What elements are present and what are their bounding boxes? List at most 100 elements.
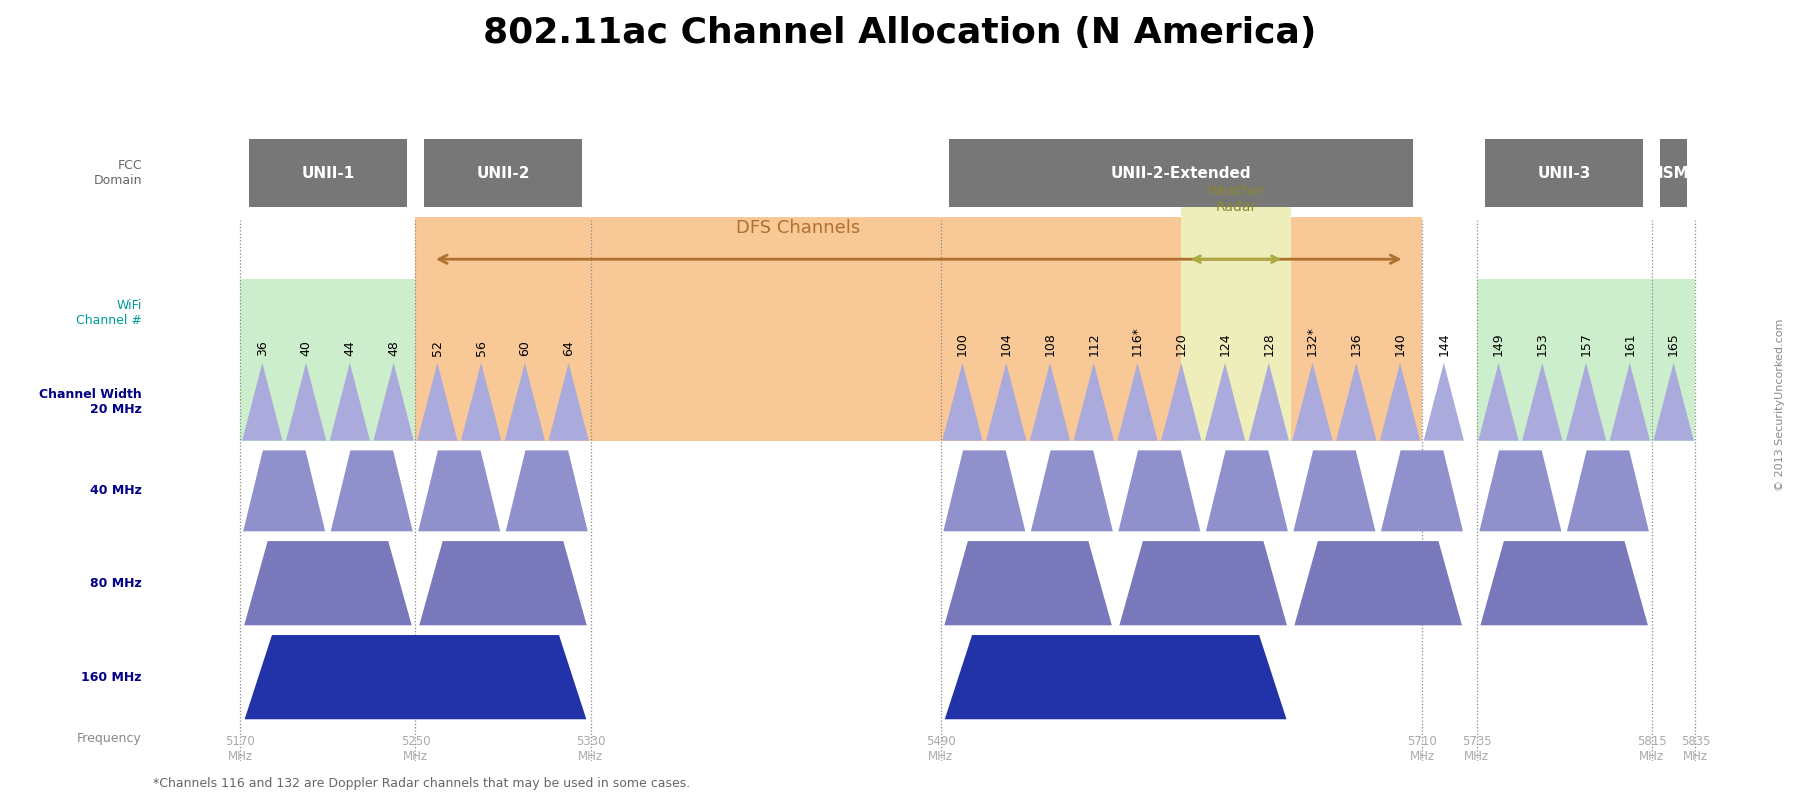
Text: 40: 40 bbox=[300, 340, 313, 356]
Text: 157: 157 bbox=[1579, 333, 1591, 356]
Text: 56: 56 bbox=[475, 340, 487, 356]
Polygon shape bbox=[1160, 363, 1201, 441]
Text: 5815
MHz: 5815 MHz bbox=[1636, 735, 1665, 764]
Text: UNII-3: UNII-3 bbox=[1537, 166, 1589, 181]
Polygon shape bbox=[944, 635, 1286, 719]
Polygon shape bbox=[286, 363, 325, 441]
Text: 40 MHz: 40 MHz bbox=[90, 484, 142, 497]
Polygon shape bbox=[985, 363, 1027, 441]
Text: Weather
Radar: Weather Radar bbox=[1206, 184, 1264, 214]
Text: 80 MHz: 80 MHz bbox=[90, 577, 142, 590]
Polygon shape bbox=[1205, 363, 1244, 441]
Text: 5330
MHz: 5330 MHz bbox=[575, 735, 604, 764]
Text: 153: 153 bbox=[1535, 333, 1548, 356]
Polygon shape bbox=[944, 541, 1111, 625]
Polygon shape bbox=[1293, 450, 1375, 531]
Text: *Channels 116 and 132 are Doppler Radar channels that may be used in some cases.: *Channels 116 and 132 are Doppler Radar … bbox=[153, 777, 690, 790]
Text: 5710
MHz: 5710 MHz bbox=[1406, 735, 1437, 764]
Polygon shape bbox=[1652, 363, 1692, 441]
Text: 116*: 116* bbox=[1131, 326, 1144, 356]
Text: 136: 136 bbox=[1348, 333, 1363, 356]
Polygon shape bbox=[942, 363, 982, 441]
Polygon shape bbox=[1073, 363, 1113, 441]
Polygon shape bbox=[505, 450, 588, 531]
Text: 165: 165 bbox=[1667, 333, 1679, 356]
Text: UNII-1: UNII-1 bbox=[300, 166, 354, 181]
Polygon shape bbox=[1030, 450, 1113, 531]
Text: 44: 44 bbox=[343, 341, 356, 356]
Text: 5250
MHz: 5250 MHz bbox=[401, 735, 430, 764]
Text: 64: 64 bbox=[561, 341, 575, 356]
Text: ISM: ISM bbox=[1656, 166, 1688, 181]
Text: 124: 124 bbox=[1217, 333, 1232, 356]
Polygon shape bbox=[1117, 363, 1156, 441]
Text: 160 MHz: 160 MHz bbox=[81, 671, 142, 684]
Text: 60: 60 bbox=[518, 340, 530, 356]
Text: 5490
MHz: 5490 MHz bbox=[926, 735, 955, 764]
Bar bbox=[250, 139, 406, 207]
Text: 36: 36 bbox=[255, 341, 268, 356]
Polygon shape bbox=[1478, 363, 1518, 441]
Polygon shape bbox=[329, 363, 370, 441]
Text: FCC
Domain: FCC Domain bbox=[93, 160, 142, 187]
Bar bbox=[1476, 279, 1694, 441]
Polygon shape bbox=[374, 363, 414, 441]
Bar bbox=[241, 279, 415, 441]
Text: 5735
MHz: 5735 MHz bbox=[1462, 735, 1491, 764]
Text: 112: 112 bbox=[1086, 333, 1100, 356]
Text: 48: 48 bbox=[387, 340, 399, 356]
Text: 100: 100 bbox=[955, 333, 969, 356]
Text: 120: 120 bbox=[1174, 333, 1187, 356]
Polygon shape bbox=[417, 450, 500, 531]
Text: 140: 140 bbox=[1393, 333, 1406, 356]
Polygon shape bbox=[548, 363, 588, 441]
Polygon shape bbox=[243, 363, 282, 441]
Text: 802.11ac Channel Allocation (N America): 802.11ac Channel Allocation (N America) bbox=[482, 16, 1316, 50]
Text: 132*: 132* bbox=[1305, 326, 1318, 356]
Bar bbox=[424, 139, 581, 207]
Polygon shape bbox=[419, 541, 586, 625]
Text: 5170
MHz: 5170 MHz bbox=[225, 735, 255, 764]
Text: UNII-2-Extended: UNII-2-Extended bbox=[1111, 166, 1251, 181]
Polygon shape bbox=[1205, 450, 1287, 531]
Text: 52: 52 bbox=[430, 340, 444, 356]
Text: 149: 149 bbox=[1491, 333, 1505, 356]
Polygon shape bbox=[1381, 450, 1462, 531]
Polygon shape bbox=[1028, 363, 1070, 441]
Polygon shape bbox=[942, 450, 1025, 531]
Polygon shape bbox=[1248, 363, 1287, 441]
Polygon shape bbox=[243, 450, 325, 531]
Polygon shape bbox=[1118, 450, 1199, 531]
Bar bbox=[1485, 139, 1642, 207]
Bar bbox=[1660, 139, 1687, 207]
Polygon shape bbox=[1379, 363, 1419, 441]
Bar bbox=[415, 217, 1420, 441]
Polygon shape bbox=[460, 363, 502, 441]
Polygon shape bbox=[417, 363, 457, 441]
Polygon shape bbox=[1291, 363, 1332, 441]
Text: 5835
MHz: 5835 MHz bbox=[1679, 735, 1710, 764]
Text: 104: 104 bbox=[1000, 333, 1012, 356]
Text: 161: 161 bbox=[1622, 333, 1636, 356]
Polygon shape bbox=[1336, 363, 1375, 441]
Polygon shape bbox=[1478, 450, 1561, 531]
Polygon shape bbox=[245, 635, 586, 719]
Polygon shape bbox=[1480, 541, 1647, 625]
Polygon shape bbox=[245, 541, 412, 625]
Text: UNII-2: UNII-2 bbox=[476, 166, 529, 181]
Polygon shape bbox=[505, 363, 545, 441]
Polygon shape bbox=[1566, 450, 1649, 531]
Bar bbox=[949, 139, 1413, 207]
Text: Channel Width
20 MHz: Channel Width 20 MHz bbox=[40, 388, 142, 416]
Text: 108: 108 bbox=[1043, 333, 1055, 356]
Polygon shape bbox=[1118, 541, 1286, 625]
Polygon shape bbox=[331, 450, 412, 531]
Text: © 2013 SecurityUncorked.com: © 2013 SecurityUncorked.com bbox=[1773, 319, 1784, 491]
Text: 128: 128 bbox=[1262, 333, 1275, 356]
Polygon shape bbox=[1295, 541, 1462, 625]
Text: 144: 144 bbox=[1437, 333, 1449, 356]
Text: DFS Channels: DFS Channels bbox=[735, 219, 859, 237]
Polygon shape bbox=[1521, 363, 1561, 441]
Text: Frequency: Frequency bbox=[77, 732, 142, 745]
Polygon shape bbox=[1609, 363, 1649, 441]
